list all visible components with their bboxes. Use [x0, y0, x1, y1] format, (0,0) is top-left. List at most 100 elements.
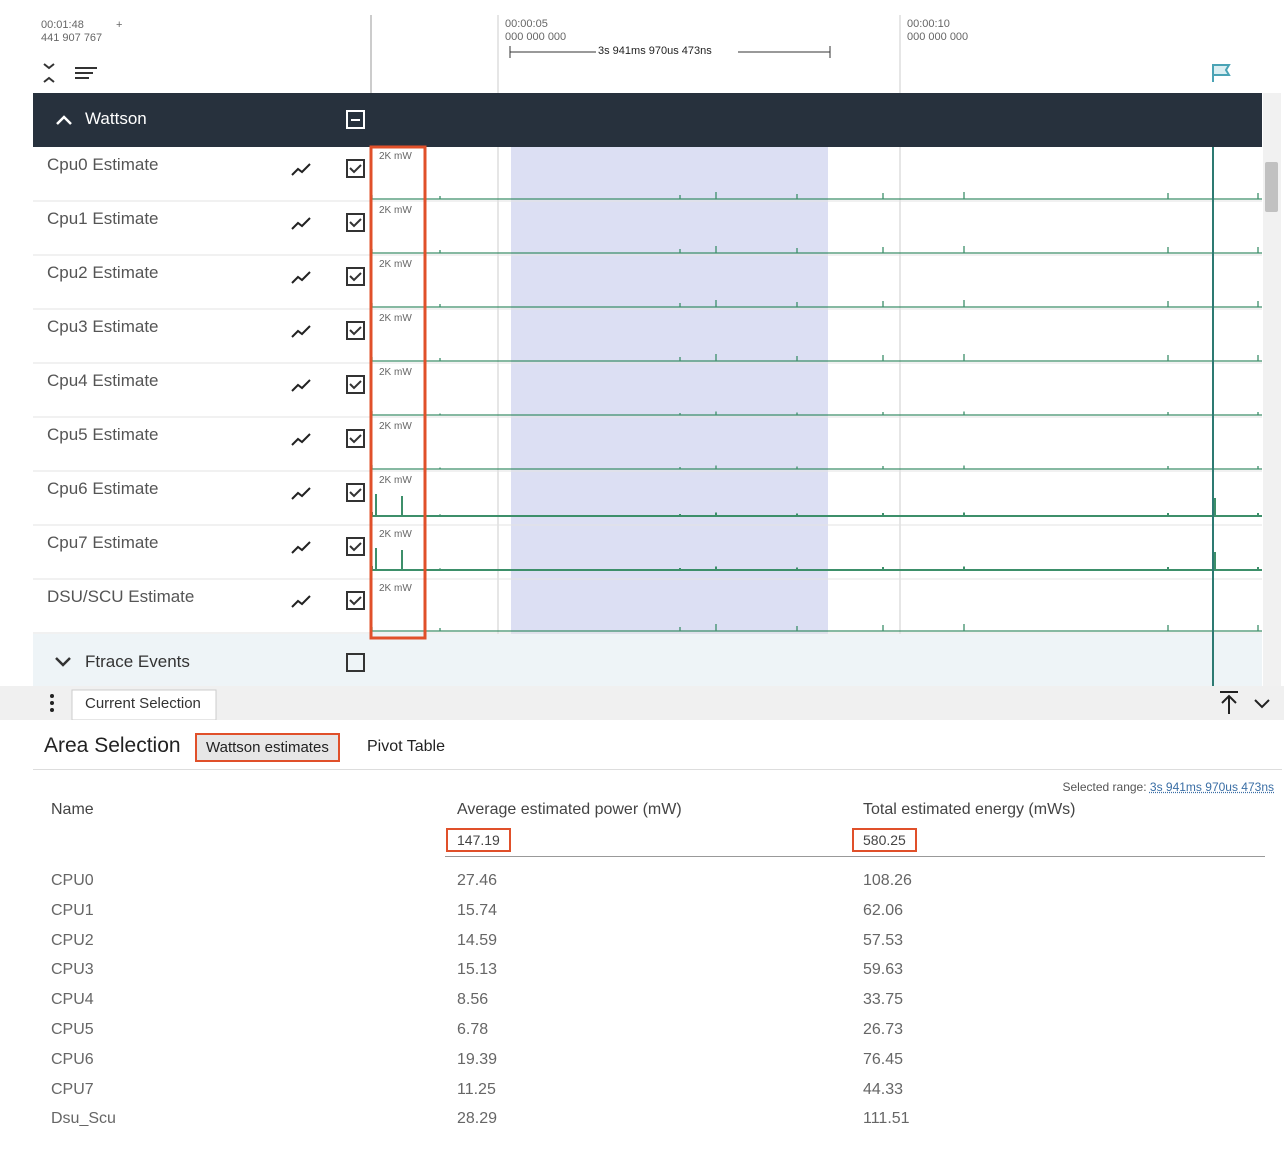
cursor-time: 00:01:48 [41, 19, 84, 31]
check [349, 380, 362, 390]
scrollbar[interactable] [1263, 93, 1281, 686]
range-caption: Selected range: [1062, 780, 1147, 794]
range-label: 3s 941ms 970us 473ns [598, 45, 712, 57]
table-cell: 33.75 [863, 991, 904, 1009]
checkbox[interactable] [346, 267, 365, 286]
trend-icon [291, 325, 311, 338]
track-scale: 2K mW [379, 367, 412, 378]
menu-icon[interactable] [75, 67, 97, 79]
tab-button[interactable]: Wattson estimates [195, 733, 340, 762]
check [349, 218, 362, 228]
table-cell: 76.45 [863, 1050, 904, 1068]
trend-icon [291, 379, 311, 392]
checkbox[interactable] [346, 653, 365, 672]
trend-icon [291, 487, 311, 500]
trend-icon [291, 271, 311, 284]
check [349, 164, 362, 174]
check [349, 326, 362, 336]
table-cell: 11.25 [457, 1080, 496, 1098]
track-scale: 2K mW [379, 475, 412, 486]
table-cell: 6.78 [457, 1021, 489, 1038]
collapse-panel[interactable] [1254, 699, 1270, 709]
table-cell: CPU0 [51, 872, 94, 889]
table-cell: CPU4 [51, 991, 94, 1009]
checkbox[interactable] [346, 591, 365, 610]
table-cell: 8.56 [457, 991, 489, 1009]
checkbox[interactable] [346, 159, 365, 178]
track-name: Cpu0 Estimate [47, 155, 159, 174]
track-scale: 2K mW [379, 205, 412, 216]
check [349, 596, 362, 606]
check [349, 272, 362, 282]
selected-range: Selected range: 3s 941ms 970us 473ns [1063, 780, 1275, 794]
checkbox[interactable] [346, 213, 365, 232]
timeline-canvas [0, 15, 1284, 720]
table-cell: CPU1 [51, 901, 94, 919]
total-value: 147.19 [446, 828, 511, 852]
table-cell: CPU5 [51, 1021, 94, 1038]
ftrace-row [33, 634, 1262, 686]
track-scale: 2K mW [379, 583, 412, 594]
tick-time: 00:00:05 [505, 18, 548, 30]
expand-icon[interactable] [1220, 691, 1238, 714]
cursor-plus: + [116, 19, 123, 31]
track-name: Cpu7 Estimate [47, 533, 159, 552]
trend-icon [291, 541, 311, 554]
flag-icon[interactable] [1212, 64, 1231, 82]
track-name: Cpu4 Estimate [47, 371, 159, 390]
tick-time: 00:00:10 [907, 18, 950, 30]
table-cell: 19.39 [457, 1050, 498, 1068]
table-cell: 15.74 [457, 901, 498, 919]
checkbox[interactable] [346, 375, 365, 394]
collapse-icon[interactable] [43, 63, 55, 83]
track-name: Cpu6 Estimate [47, 479, 159, 498]
track-scale: 2K mW [379, 259, 412, 270]
trend-icon [291, 595, 311, 608]
tab-label[interactable]: Current Selection [85, 695, 201, 712]
group-title: Wattson [85, 109, 147, 128]
table-cell: 108.26 [863, 872, 912, 889]
table-cell: 62.06 [863, 901, 904, 919]
tab-button[interactable]: Pivot Table [367, 738, 445, 755]
ftrace-title: Ftrace Events [85, 652, 190, 671]
range-bracket [509, 46, 831, 58]
track-scale: 2K mW [379, 529, 412, 540]
separator [33, 769, 1282, 770]
trend-icon [291, 217, 311, 230]
tick-sub: 000 000 000 [505, 31, 567, 43]
chevron[interactable] [55, 657, 71, 667]
range-value[interactable]: 3s 941ms 970us 473ns [1149, 780, 1274, 794]
track-scale: 2K mW [379, 313, 412, 324]
column-header: Total estimated energy (mWs) [863, 801, 1076, 818]
trend-icon [291, 433, 311, 446]
table-cell: Dsu_Scu [51, 1110, 116, 1128]
checkbox[interactable] [346, 429, 365, 448]
tick-sub: 000 000 000 [907, 31, 969, 43]
total-value: 580.25 [852, 828, 917, 852]
checkbox[interactable] [346, 483, 365, 502]
checkbox[interactable] [346, 321, 365, 340]
tab[interactable] [71, 689, 217, 720]
highlight-box [369, 145, 427, 640]
table-cell: 28.29 [457, 1110, 498, 1128]
group-checkbox[interactable] [346, 110, 365, 129]
area-selection [511, 147, 828, 634]
table-cell: CPU7 [51, 1080, 94, 1098]
cursor-sub: 441 907 767 [41, 32, 103, 44]
track-name: Cpu3 Estimate [47, 317, 159, 336]
track-name: Cpu2 Estimate [47, 263, 159, 282]
check [349, 542, 362, 552]
table-cell: CPU3 [51, 961, 94, 979]
table-cell: 44.33 [863, 1080, 904, 1098]
table-cell: 14.59 [457, 931, 498, 949]
table-cell: CPU6 [51, 1050, 94, 1068]
chevron[interactable] [56, 115, 72, 125]
track-scale: 2K mW [379, 151, 412, 162]
track-scale: 2K mW [379, 421, 412, 432]
trend-icon [291, 163, 311, 176]
track-name: Cpu5 Estimate [47, 425, 159, 444]
checkbox[interactable] [346, 537, 365, 556]
panel-title: Area Selection [44, 734, 181, 757]
table-cell: CPU2 [51, 931, 94, 949]
